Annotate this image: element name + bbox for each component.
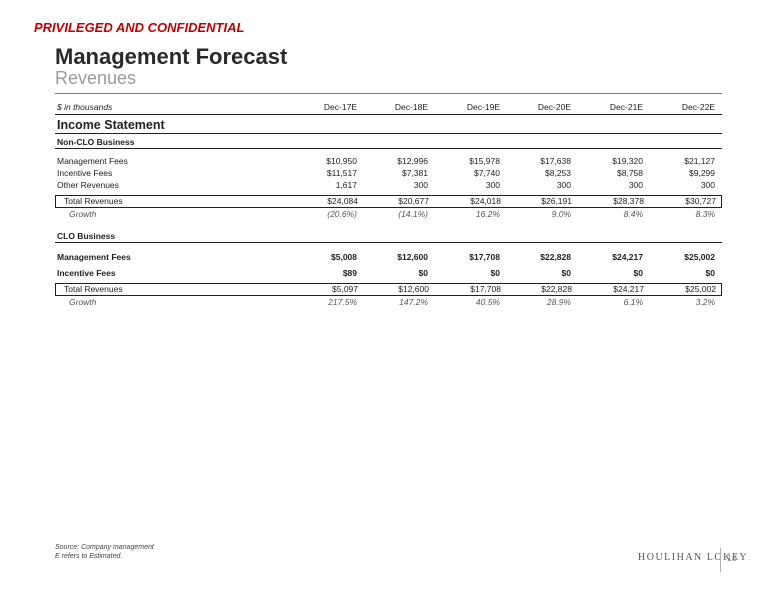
table-row: Management Fees $5,008 $12,600 $17,708 $…	[55, 251, 722, 263]
table-cell: $24,217	[613, 284, 644, 294]
period-header: Dec-22E	[681, 102, 715, 112]
total-row: Total Revenues $24,084 $20,677 $24,018 $…	[55, 195, 722, 208]
group-title: Non-CLO Business	[57, 137, 135, 147]
table-cell: $10,950	[326, 156, 357, 166]
table-cell: 300	[628, 180, 643, 190]
table-cell: $8,253	[545, 168, 571, 178]
table-cell: $19,320	[612, 156, 643, 166]
table-cell: $24,217	[612, 252, 643, 262]
table-cell: $17,708	[470, 284, 501, 294]
table-row: Management Fees $10,950 $12,996 $15,978 …	[55, 155, 722, 167]
section-title: Income Statement	[57, 118, 165, 132]
row-label: Growth	[69, 209, 97, 219]
period-header: Dec-19E	[466, 102, 500, 112]
table-cell: 8.3%	[695, 209, 715, 219]
confidential-label: PRIVILEGED AND CONFIDENTIAL	[34, 20, 245, 35]
table-cell: 300	[485, 180, 500, 190]
table-cell: $11,517	[326, 168, 357, 178]
revenue-table: $ in thousands Dec-17E Dec-18E Dec-19E D…	[55, 100, 722, 308]
row-label: Other Revenues	[57, 180, 119, 190]
growth-row: Growth (20.6%) (14.1%) 16.2% 9.0% 8.4% 8…	[55, 208, 722, 220]
period-header: Dec-18E	[394, 102, 428, 112]
table-cell: 6.1%	[623, 297, 643, 307]
row-label: Growth	[69, 297, 97, 307]
growth-row: Growth 217.5% 147.2% 40.5% 28.9% 6.1% 3.…	[55, 296, 722, 308]
table-cell: $5,008	[331, 252, 357, 262]
table-cell: $25,002	[685, 284, 716, 294]
page-title: Management Forecast	[55, 44, 288, 69]
table-cell: $26,191	[541, 196, 572, 206]
table-cell: $15,978	[469, 156, 500, 166]
table-cell: 16.2%	[475, 209, 500, 219]
table-cell: $22,828	[541, 284, 572, 294]
table-cell: $22,828	[540, 252, 571, 262]
table-row: Other Revenues 1,617 300 300 300 300 300	[55, 179, 722, 191]
table-cell: $0	[418, 268, 428, 278]
row-label: Management Fees	[57, 156, 128, 166]
estimate-note: E refers to Estimated.	[55, 553, 123, 560]
row-label: Incentive Fees	[57, 268, 116, 278]
table-cell: $25,002	[684, 252, 715, 262]
table-cell: $89	[342, 268, 357, 278]
group-title: CLO Business	[57, 231, 116, 241]
table-cell: $7,740	[474, 168, 500, 178]
table-cell: $17,708	[469, 252, 500, 262]
table-cell: $0	[490, 268, 500, 278]
page-subtitle: Revenues	[55, 68, 137, 88]
table-cell: $20,677	[398, 196, 429, 206]
table-cell: $28,378	[613, 196, 644, 206]
table-cell: $17,638	[540, 156, 571, 166]
table-cell: 9.0%	[551, 209, 571, 219]
page-number: 16	[727, 553, 738, 563]
footnote: Source: Company management E refers to E…	[55, 543, 154, 561]
table-cell: $30,727	[685, 196, 716, 206]
table-cell: 217.5%	[328, 297, 357, 307]
table-cell: $21,127	[684, 156, 715, 166]
table-cell: $5,097	[332, 284, 358, 294]
company-logo: HOULIHAN LOKEY	[638, 552, 749, 563]
table-cell: $12,600	[398, 284, 429, 294]
title-divider	[55, 93, 722, 94]
period-header: Dec-17E	[323, 102, 357, 112]
table-cell: (14.1%)	[398, 209, 428, 219]
group-heading: Non-CLO Business	[55, 134, 722, 149]
table-cell: $9,299	[689, 168, 715, 178]
table-cell: 1,617	[335, 180, 357, 190]
period-header: Dec-21E	[609, 102, 643, 112]
group-heading: CLO Business	[55, 228, 722, 243]
source-note: Source: Company management	[55, 544, 154, 551]
table-cell: 40.5%	[475, 297, 500, 307]
table-cell: $0	[633, 268, 643, 278]
table-cell: $24,018	[470, 196, 501, 206]
table-cell: 147.2%	[399, 297, 428, 307]
table-cell: 300	[700, 180, 715, 190]
table-cell: $8,758	[617, 168, 643, 178]
table-cell: (20.6%)	[327, 209, 357, 219]
table-cell: 28.9%	[546, 297, 571, 307]
table-row: Incentive Fees $11,517 $7,381 $7,740 $8,…	[55, 167, 722, 179]
table-cell: $12,996	[397, 156, 428, 166]
period-header: Dec-20E	[537, 102, 571, 112]
table-cell: 300	[413, 180, 428, 190]
table-cell: $7,381	[402, 168, 428, 178]
table-cell: 300	[556, 180, 571, 190]
row-label: Total Revenues	[64, 284, 123, 294]
table-cell: $12,600	[397, 252, 428, 262]
table-row: Incentive Fees $89 $0 $0 $0 $0 $0	[55, 267, 722, 279]
section-heading: Income Statement	[55, 115, 722, 134]
units-label: $ in thousands	[57, 102, 113, 112]
table-cell: 8.4%	[623, 209, 643, 219]
table-cell: $0	[705, 268, 715, 278]
table-header-row: $ in thousands Dec-17E Dec-18E Dec-19E D…	[55, 100, 722, 115]
logo-divider	[720, 548, 721, 572]
table-cell: 3.2%	[695, 297, 715, 307]
total-row: Total Revenues $5,097 $12,600 $17,708 $2…	[55, 283, 722, 296]
table-cell: $0	[561, 268, 571, 278]
row-label: Incentive Fees	[57, 168, 113, 178]
row-label: Total Revenues	[64, 196, 123, 206]
row-label: Management Fees	[57, 252, 131, 262]
table-cell: $24,084	[327, 196, 358, 206]
